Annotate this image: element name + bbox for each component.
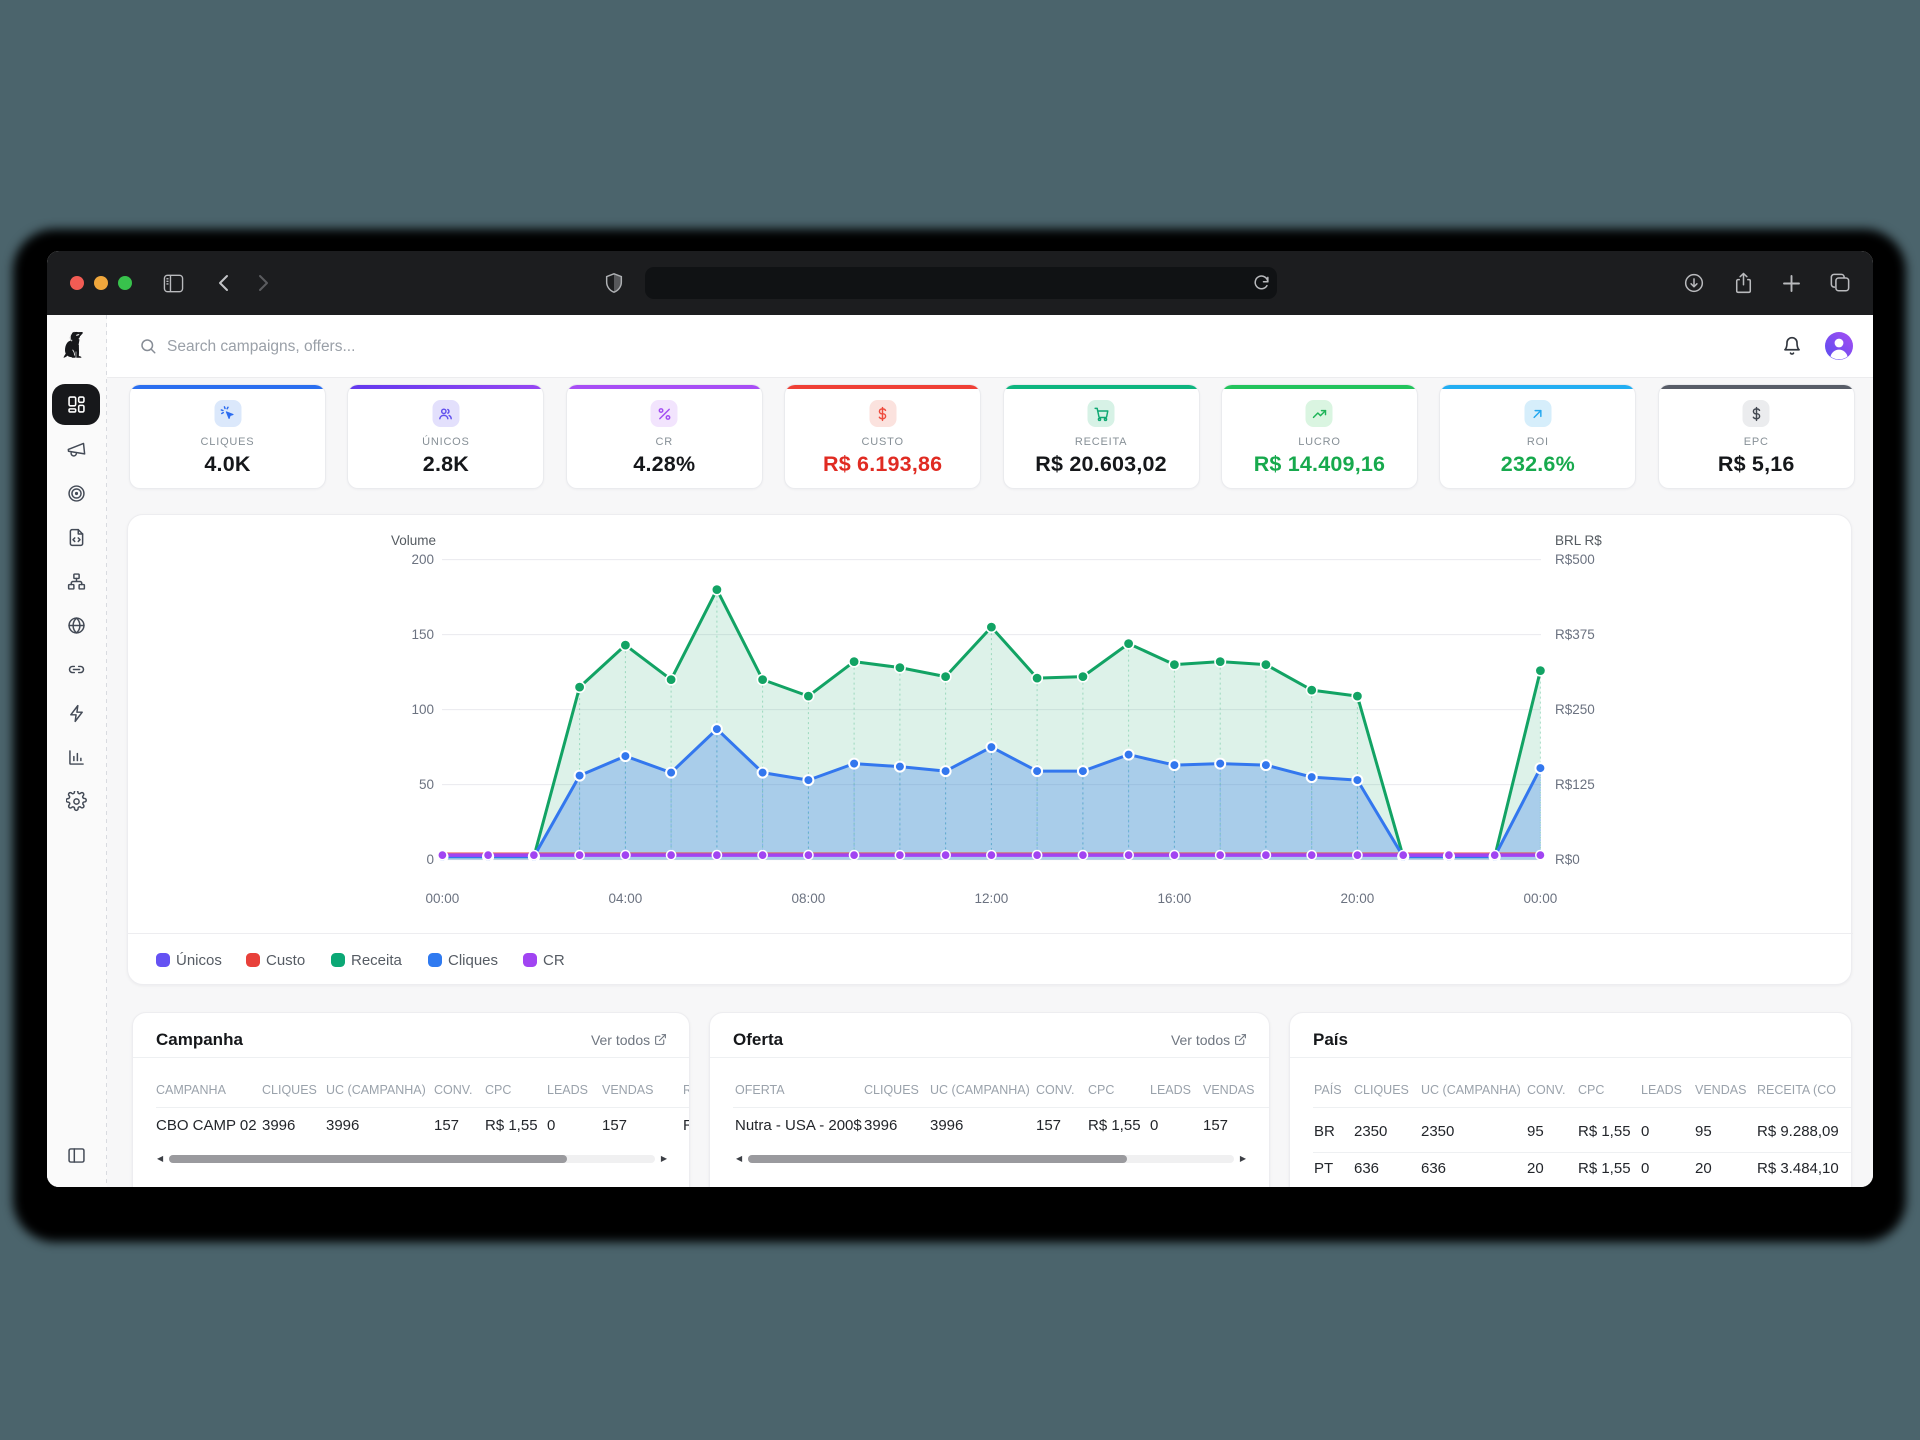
svg-text:CR: CR	[543, 952, 565, 969]
svg-text:Volume: Volume	[391, 533, 436, 548]
svg-text:R$375: R$375	[1555, 627, 1595, 642]
svg-text:150: 150	[411, 627, 434, 642]
svg-text:0: 0	[426, 852, 434, 867]
svg-text:50: 50	[419, 777, 434, 792]
svg-text:00:00: 00:00	[426, 891, 460, 906]
svg-text:Receita: Receita	[351, 952, 403, 969]
svg-text:R$500: R$500	[1555, 552, 1595, 567]
svg-text:BRL R$: BRL R$	[1555, 533, 1602, 548]
svg-text:12:00: 12:00	[975, 891, 1009, 906]
svg-text:04:00: 04:00	[609, 891, 643, 906]
svg-text:08:00: 08:00	[792, 891, 826, 906]
svg-text:Custo: Custo	[266, 952, 305, 969]
svg-text:20:00: 20:00	[1341, 891, 1375, 906]
svg-text:Únicos: Únicos	[176, 952, 222, 969]
svg-text:Cliques: Cliques	[448, 952, 498, 969]
svg-text:200: 200	[411, 552, 434, 567]
svg-text:R$250: R$250	[1555, 702, 1595, 717]
svg-text:100: 100	[411, 702, 434, 717]
svg-text:R$0: R$0	[1555, 852, 1580, 867]
svg-text:00:00: 00:00	[1524, 891, 1558, 906]
svg-text:16:00: 16:00	[1158, 891, 1192, 906]
svg-text:R$125: R$125	[1555, 777, 1595, 792]
